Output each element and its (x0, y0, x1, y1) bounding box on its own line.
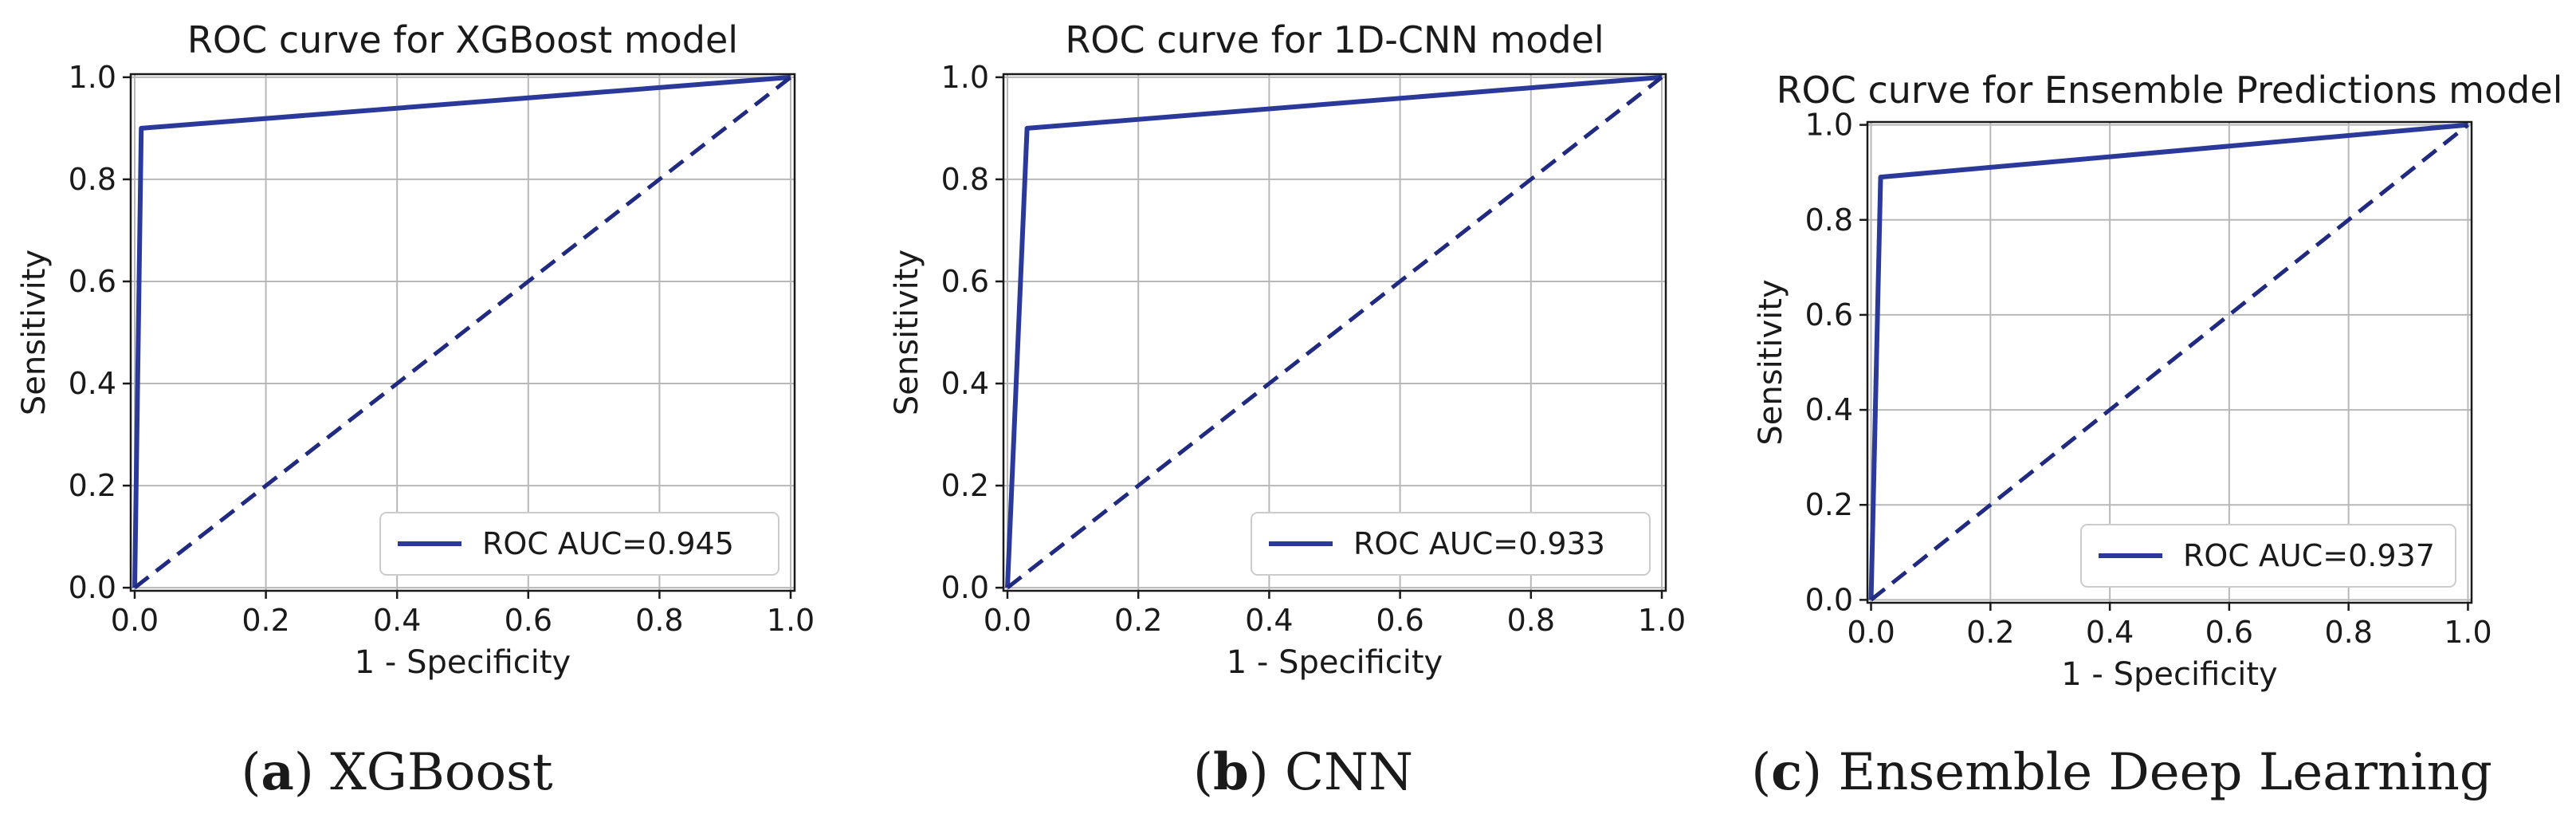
caption-paren-open: ( (241, 743, 261, 802)
panel-caption: (a) XGBoost (241, 742, 552, 802)
x-tick-label: 0.6 (2205, 615, 2253, 650)
roc-panel-3: ROC curve for Ensemble Predictions model… (1751, 69, 2562, 802)
x-tick-label: 0.2 (1966, 615, 2014, 650)
y-tick-label: 0.8 (941, 162, 989, 197)
y-tick-label: 1.0 (941, 60, 989, 95)
y-tick-label: 0.6 (1805, 297, 1853, 332)
y-tick-label: 0.6 (941, 264, 989, 299)
chart-title: ROC curve for XGBoost model (187, 18, 738, 61)
panel-caption: (b) CNN (1193, 742, 1413, 802)
caption-text: ) Ensemble Deep Learning (1802, 743, 2492, 802)
y-axis-label: Sensitivity (1753, 279, 1789, 445)
caption-letter: a (261, 742, 293, 802)
plot-frame (129, 73, 796, 592)
legend-box (379, 512, 779, 576)
legend: ROC AUC=0.937 (2080, 524, 2456, 588)
caption-paren-open: ( (1193, 743, 1213, 802)
legend-box (2080, 524, 2456, 588)
x-axis-label: 1 - Specificity (355, 644, 571, 681)
x-tick-label: 0.2 (242, 603, 289, 638)
legend: ROC AUC=0.945 (379, 512, 779, 576)
x-tick-label: 0.8 (1507, 603, 1555, 638)
legend: ROC AUC=0.933 (1251, 512, 1651, 576)
y-tick-label: 1.0 (69, 60, 116, 95)
x-tick-label: 1.0 (767, 603, 815, 638)
y-tick-label: 0.0 (1805, 582, 1853, 617)
x-tick-label: 0.0 (1847, 615, 1895, 650)
y-tick-label: 1.0 (1805, 108, 1853, 143)
y-tick-label: 0.8 (1805, 203, 1853, 238)
y-tick-label: 0.2 (1805, 487, 1853, 522)
x-tick-label: 0.0 (984, 603, 1031, 638)
legend-label: ROC AUC=0.945 (482, 526, 734, 561)
x-tick-label: 0.4 (1245, 603, 1293, 638)
legend-label: ROC AUC=0.933 (1353, 526, 1605, 561)
plot-frame (1866, 120, 2473, 604)
y-tick-label: 0.4 (941, 366, 989, 401)
y-tick-label: 0.2 (69, 468, 116, 503)
x-tick-label: 0.4 (2086, 615, 2134, 650)
caption-text: ) CNN (1249, 743, 1413, 802)
x-tick-label: 0.8 (2324, 615, 2372, 650)
y-tick-label: 0.8 (69, 162, 116, 197)
chart-title: ROC curve for Ensemble Predictions model (1777, 69, 2563, 112)
roc-curve-line (1868, 122, 2468, 600)
x-tick-label: 0.2 (1114, 603, 1162, 638)
chance-diagonal-line (1006, 75, 1663, 590)
x-tick-label: 1.0 (2444, 615, 2492, 650)
x-tick-label: 1.0 (1638, 603, 1686, 638)
y-tick-label: 0.0 (69, 570, 116, 605)
x-tick-label: 0.0 (111, 603, 159, 638)
y-tick-label: 0.4 (69, 366, 116, 401)
chart-title: ROC curve for 1D-CNN model (1065, 18, 1604, 61)
caption-letter: b (1213, 742, 1249, 802)
x-tick-label: 0.8 (635, 603, 683, 638)
chance-diagonal-line (133, 75, 792, 590)
roc-panel-2: ROC curve for 1D-CNN model 0.0 0.2 0.4 0.6 0.… (889, 18, 1686, 802)
plot-frame (1002, 73, 1667, 592)
x-tick-label: 0.6 (505, 603, 552, 638)
roc-curve-line (132, 74, 791, 588)
chance-diagonal-line (1869, 123, 2470, 602)
y-tick-label: 0.2 (941, 468, 989, 503)
x-axis-label: 1 - Specificity (1227, 644, 1443, 681)
y-axis-label: Sensitivity (16, 250, 53, 415)
x-tick-label: 0.4 (373, 603, 421, 638)
caption-text: ) XGBoost (294, 743, 553, 802)
x-axis-label: 1 - Specificity (2061, 656, 2277, 693)
y-tick-label: 0.6 (69, 264, 116, 299)
y-tick-label: 0.0 (941, 570, 989, 605)
panel-caption: (c) Ensemble Deep Learning (1751, 742, 2492, 802)
caption-letter: c (1771, 742, 1802, 802)
y-axis-label: Sensitivity (889, 250, 925, 415)
x-tick-label: 0.6 (1376, 603, 1423, 638)
roc-curve-line (1004, 74, 1663, 588)
legend-box (1251, 512, 1651, 576)
roc-panel-1: ROC curve for XGBoost model 0.0 0.2 0.4 0.6 0… (16, 18, 815, 802)
caption-paren-open: ( (1751, 743, 1771, 802)
legend-label: ROC AUC=0.937 (2183, 538, 2435, 573)
y-tick-label: 0.4 (1805, 392, 1853, 427)
